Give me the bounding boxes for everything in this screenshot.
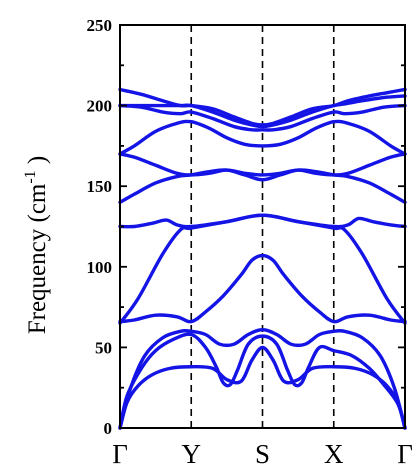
y-tick-label: 0	[104, 419, 113, 438]
band-line-8	[118, 152, 407, 177]
y-tick-label: 250	[87, 16, 113, 35]
x-tick-label: S	[255, 439, 270, 469]
phonon-bands	[118, 87, 407, 430]
y-tick-label: 200	[87, 97, 113, 116]
y-tick-label: 50	[95, 338, 112, 357]
band-line-12	[118, 87, 407, 127]
band-line-10	[118, 103, 407, 132]
y-axis-label-base: Frequency (cm	[24, 183, 51, 334]
y-axis-label: Frequency (cm-1 )	[22, 156, 51, 335]
band-line-2	[118, 332, 407, 430]
band-line-9	[118, 119, 407, 156]
band-line-3	[118, 327, 407, 430]
y-axis-label-superscript: -1	[22, 170, 39, 183]
band-line-4	[118, 253, 407, 324]
plot-frame	[119, 24, 406, 429]
y-tick-label: 100	[87, 258, 113, 277]
x-tick-label: Y	[182, 439, 202, 469]
y-tick-label: 150	[87, 177, 113, 196]
x-tick-label: Γ	[112, 439, 128, 469]
x-tick-label: X	[324, 439, 344, 469]
band-line-6	[118, 213, 407, 229]
svg-text:Frequency (cm-1 ): Frequency (cm-1 )	[22, 156, 51, 335]
band-line-1	[118, 345, 407, 430]
x-tick-label: Γ	[397, 439, 413, 469]
band-line-7	[118, 168, 407, 205]
y-axis-label-close: )	[24, 156, 51, 171]
